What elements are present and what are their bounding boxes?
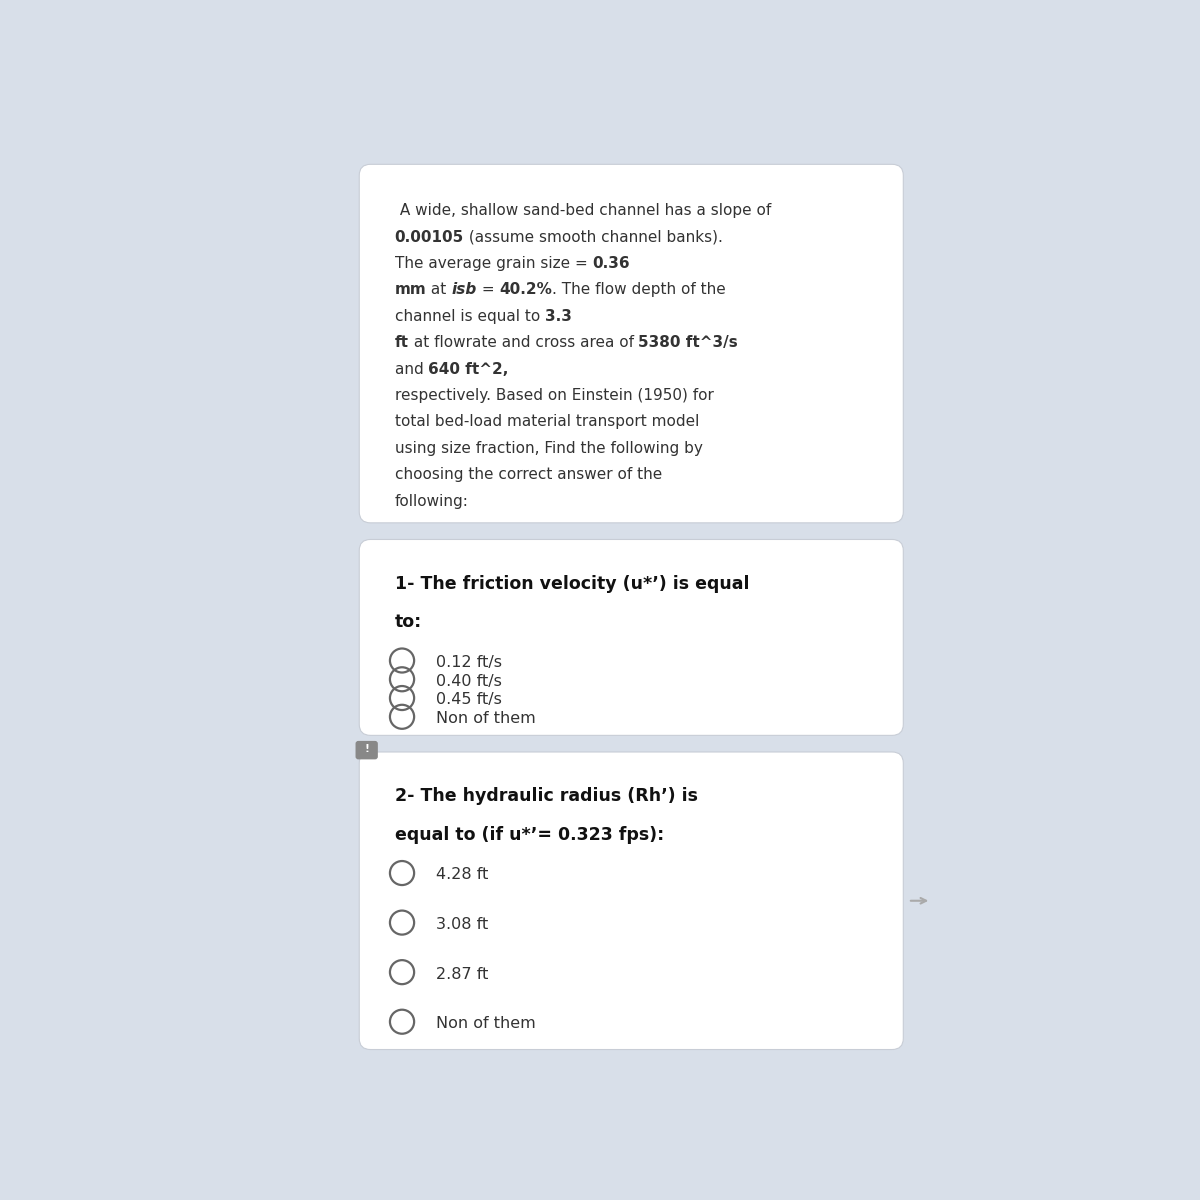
Text: equal to (if u*’= 0.323 fps):: equal to (if u*’= 0.323 fps): [395, 826, 664, 844]
Text: 0.45 ft/s: 0.45 ft/s [436, 692, 502, 708]
Text: choosing the correct answer of the: choosing the correct answer of the [395, 467, 662, 482]
Text: Non of them: Non of them [436, 1016, 535, 1031]
FancyBboxPatch shape [359, 752, 904, 1050]
Text: 2- The hydraulic radius (Rh’) is: 2- The hydraulic radius (Rh’) is [395, 787, 697, 805]
Text: to:: to: [395, 613, 422, 631]
Text: using size fraction, Find the following by: using size fraction, Find the following … [395, 440, 702, 456]
Text: 40.2%: 40.2% [499, 282, 552, 298]
Text: 640 ft^2,: 640 ft^2, [428, 361, 509, 377]
Text: 1- The friction velocity (u*’) is equal: 1- The friction velocity (u*’) is equal [395, 575, 749, 593]
Text: isb: isb [451, 282, 476, 298]
Text: 0.36: 0.36 [593, 256, 630, 271]
Text: 2.87 ft: 2.87 ft [436, 967, 488, 982]
Text: 3.08 ft: 3.08 ft [436, 917, 487, 932]
Text: The average grain size =: The average grain size = [395, 256, 593, 271]
Text: mm: mm [395, 282, 426, 298]
Text: 0.12 ft/s: 0.12 ft/s [436, 655, 502, 670]
Text: !: ! [365, 744, 370, 755]
Text: 0.00105: 0.00105 [395, 229, 464, 245]
Text: =: = [476, 282, 499, 298]
Text: at flowrate and cross area of: at flowrate and cross area of [408, 335, 638, 350]
Text: and: and [395, 361, 428, 377]
FancyBboxPatch shape [355, 740, 378, 760]
Text: following:: following: [395, 493, 468, 509]
Text: at: at [426, 282, 451, 298]
Text: 0.40 ft/s: 0.40 ft/s [436, 673, 502, 689]
Text: total bed-load material transport model: total bed-load material transport model [395, 414, 698, 430]
FancyBboxPatch shape [359, 540, 904, 736]
Text: A wide, shallow sand-bed channel has a slope of: A wide, shallow sand-bed channel has a s… [395, 203, 770, 218]
Text: . The flow depth of the: . The flow depth of the [552, 282, 726, 298]
Text: 5380 ft^3/s: 5380 ft^3/s [638, 335, 738, 350]
Text: (assume smooth channel banks).: (assume smooth channel banks). [464, 229, 722, 245]
Text: channel is equal to: channel is equal to [395, 308, 545, 324]
Text: 4.28 ft: 4.28 ft [436, 868, 488, 882]
Text: 3.3: 3.3 [545, 308, 571, 324]
Text: respectively. Based on Einstein (1950) for: respectively. Based on Einstein (1950) f… [395, 388, 714, 403]
Text: Non of them: Non of them [436, 712, 535, 726]
FancyBboxPatch shape [359, 164, 904, 523]
Text: ft: ft [395, 335, 408, 350]
